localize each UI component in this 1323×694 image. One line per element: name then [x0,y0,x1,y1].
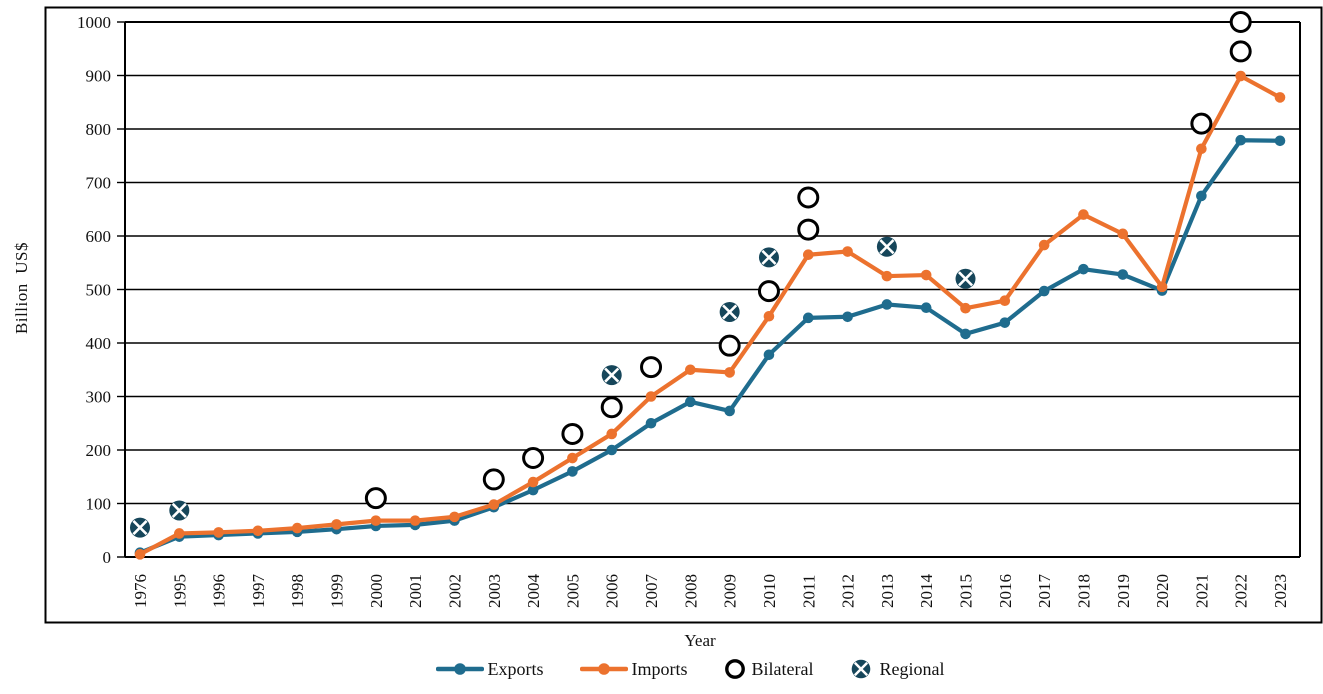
svg-text:600: 600 [86,227,112,246]
svg-text:1998: 1998 [288,574,307,608]
svg-text:1995: 1995 [170,574,189,608]
x-axis-title: Year [684,631,716,650]
legend-item-exports: Exports [435,658,544,680]
svg-text:1999: 1999 [328,574,347,608]
svg-text:1976: 1976 [131,574,150,608]
chart-legend: Exports Imports Bilateral Regional [90,658,1290,680]
svg-text:2003: 2003 [485,574,504,608]
svg-text:2002: 2002 [445,574,464,608]
svg-text:2004: 2004 [524,574,543,609]
legend-label-bilateral: Bilateral [751,658,814,679]
chart-canvas: 0 100 200 300 400 500 600 700 800 900 1000 1976 1995… [44,6,1323,624]
svg-text:2014: 2014 [917,574,936,609]
svg-text:0: 0 [103,548,112,567]
svg-text:800: 800 [86,120,112,139]
svg-text:900: 900 [86,67,112,86]
legend-item-regional: Regional [849,658,944,680]
svg-text:2023: 2023 [1271,574,1290,608]
svg-text:200: 200 [86,441,112,460]
svg-text:2021: 2021 [1192,574,1211,608]
svg-text:2001: 2001 [406,574,425,608]
svg-text:2005: 2005 [563,574,582,608]
bilateral-circle-icon [724,659,745,679]
svg-text:2019: 2019 [1114,574,1133,608]
svg-text:500: 500 [86,281,112,300]
svg-text:2017: 2017 [1035,574,1054,609]
svg-text:2013: 2013 [878,574,897,608]
svg-text:2015: 2015 [957,574,976,608]
legend-label-exports: Exports [487,658,544,679]
svg-text:2022: 2022 [1232,574,1251,608]
legend-item-bilateral: Bilateral [724,658,814,680]
svg-text:1996: 1996 [210,574,229,608]
svg-text:2010: 2010 [760,574,779,608]
svg-text:1997: 1997 [249,574,268,609]
svg-text:1000: 1000 [77,13,111,32]
svg-text:2016: 2016 [996,574,1015,608]
svg-text:700: 700 [86,174,112,193]
exports-line-marker-icon [435,663,484,675]
legend-label-regional: Regional [879,658,945,679]
svg-text:100: 100 [86,495,112,514]
svg-text:2020: 2020 [1153,574,1172,608]
svg-text:2018: 2018 [1074,574,1093,608]
svg-text:400: 400 [86,334,112,353]
y-axis-title: Billion US$ [12,242,31,334]
regional-circle-x-icon [852,659,871,679]
svg-text:2008: 2008 [681,574,700,608]
svg-text:300: 300 [86,388,112,407]
svg-text:2012: 2012 [839,574,858,608]
imports-line-marker-icon [579,663,628,675]
legend-label-imports: Imports [631,658,688,679]
svg-text:2009: 2009 [721,574,740,608]
svg-text:2011: 2011 [799,575,818,608]
svg-text:2006: 2006 [603,574,622,608]
svg-text:2007: 2007 [642,574,661,609]
svg-text:2000: 2000 [367,574,386,608]
legend-item-imports: Imports [579,658,688,680]
